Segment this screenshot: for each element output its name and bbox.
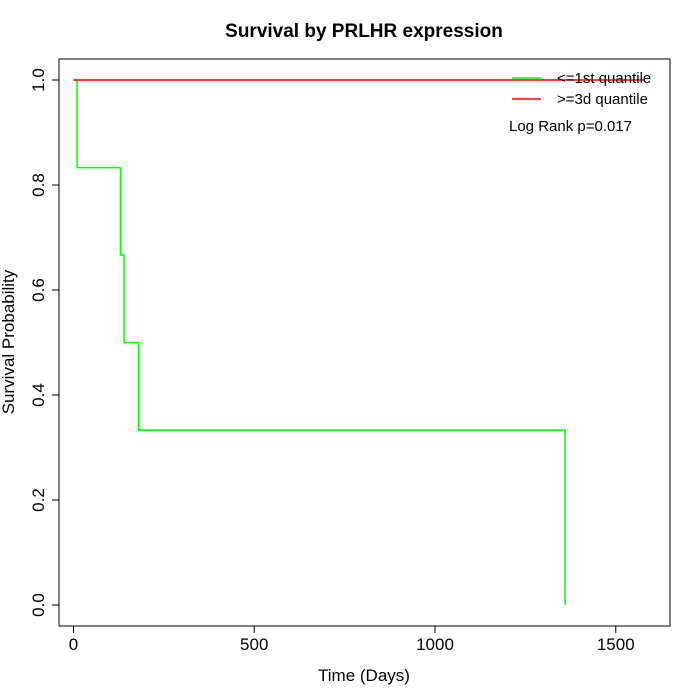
plot-frame <box>58 58 671 627</box>
x-axis: 0 500 1000 1500 <box>69 625 635 654</box>
x-tick-label: 0 <box>69 635 78 654</box>
legend: <=1st quantile >=3d quantile <box>512 70 651 108</box>
legend-label-2: >=3d quantile <box>557 91 648 108</box>
series-layer <box>73 79 645 605</box>
x-tick-label: 1500 <box>597 635 635 654</box>
log-rank-annotation: Log Rank p=0.017 <box>509 118 632 135</box>
legend-label-1: <=1st quantile <box>557 70 651 87</box>
y-tick-label: 0.2 <box>29 488 48 512</box>
y-axis: 0.0 0.2 0.4 0.6 0.8 1.0 <box>29 68 60 617</box>
y-tick-label: 0.0 <box>29 593 48 617</box>
y-tick-label: 0.8 <box>29 173 48 197</box>
chart-title: Survival by PRLHR expression <box>225 21 503 42</box>
series-line-1 <box>73 79 566 605</box>
y-axis-label: Survival Probability <box>0 269 18 414</box>
y-tick-label: 0.4 <box>29 383 48 407</box>
y-tick-label: 1.0 <box>29 68 48 92</box>
x-tick-label: 500 <box>240 635 268 654</box>
x-axis-label: Time (Days) <box>318 666 410 685</box>
x-tick-label: 1000 <box>416 635 454 654</box>
y-tick-label: 0.6 <box>29 278 48 302</box>
